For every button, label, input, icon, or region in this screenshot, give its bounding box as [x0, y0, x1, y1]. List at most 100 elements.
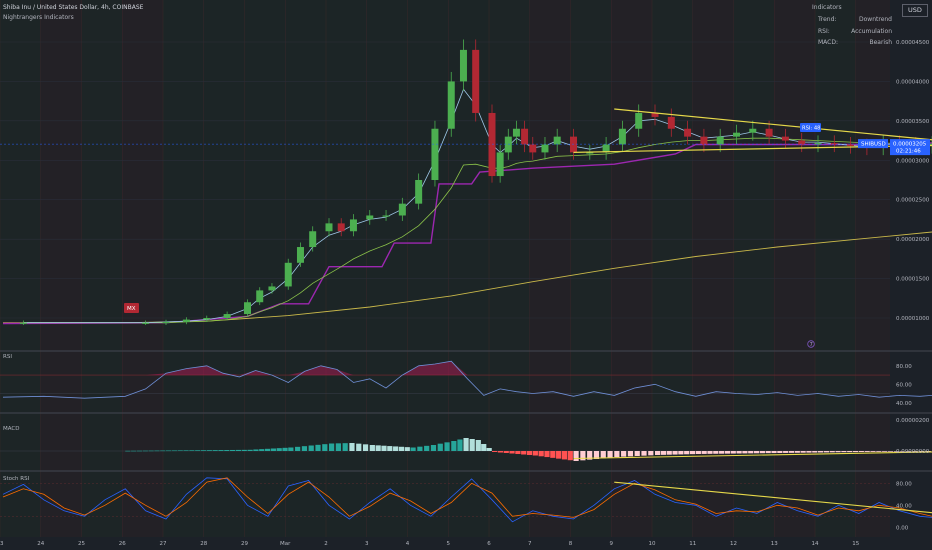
stoch-pane[interactable]: [0, 477, 932, 523]
event-marker-icon: [807, 340, 815, 348]
stoch-k-line: [2, 477, 932, 523]
macd-histogram-bar: [573, 451, 579, 461]
session-band: [366, 0, 408, 537]
macd-histogram-bar: [678, 451, 684, 455]
macd-histogram-bar: [142, 450, 148, 452]
candle-body: [268, 286, 276, 291]
stoch-tick-label: 0.00: [896, 525, 909, 531]
time-tick-label: 12: [730, 541, 737, 547]
price-tag-bg: [890, 139, 930, 156]
macd-histogram-bar: [315, 444, 321, 451]
macd-histogram-bar: [183, 450, 189, 451]
macd-histogram-bar: [526, 451, 533, 455]
price-tag-value: 0.00003205: [893, 142, 927, 148]
candle-body: [496, 152, 504, 177]
macd-histogram-bar: [212, 450, 218, 451]
macd-histogram-bar: [276, 448, 282, 451]
macd-histogram-bar: [759, 451, 765, 454]
macd-histogram-bar: [398, 446, 405, 451]
candle-body: [203, 318, 211, 320]
macd-histogram-bar: [713, 451, 719, 454]
currency-button[interactable]: USD: [902, 4, 928, 17]
price-tick-label: 0.00003500: [896, 119, 930, 125]
macd-histogram-bar: [666, 451, 672, 455]
macd-histogram-bar: [329, 443, 335, 451]
macd-histogram-bar: [893, 451, 899, 452]
candle-body: [504, 136, 512, 153]
macd-histogram-bar: [660, 451, 667, 455]
indicator-title[interactable]: Nightrangers Indicators: [3, 14, 74, 21]
macd-histogram-bar: [538, 451, 544, 457]
macd-histogram-bar: [387, 446, 393, 451]
macd-histogram-bar: [503, 451, 509, 453]
symbol-title[interactable]: Shiba Inu / United States Dollar, 4h, CO…: [3, 4, 144, 11]
macd-tick-label: 0.00000200: [896, 418, 930, 424]
candle-body: [296, 247, 304, 263]
macd-histogram-bar: [154, 450, 160, 452]
macd-histogram-bar: [177, 450, 183, 452]
macd-histogram-bar: [707, 451, 713, 454]
time-tick-label: 6: [487, 541, 491, 547]
candle-body: [602, 144, 610, 153]
overlay-labels: RSI MACD Stoch RSI MX RSI: 48 7: [3, 123, 821, 482]
trend-line-upper: [614, 108, 932, 141]
candle-body: [618, 128, 626, 145]
indicator-name: RSI:: [818, 27, 830, 35]
time-tick-label: 27: [160, 541, 167, 547]
time-axis[interactable]: 23242526272829Mar23456789101112131415: [0, 541, 860, 547]
macd-histogram-bar: [224, 450, 230, 451]
candle-body: [309, 231, 317, 248]
indicator-table-title: Indicators: [812, 4, 842, 11]
macd-histogram-bar: [771, 451, 777, 454]
candle-body: [553, 136, 561, 145]
price-pane[interactable]: [0, 39, 932, 325]
time-tick-label: 7: [528, 541, 532, 547]
macd-histogram-bar: [430, 445, 437, 451]
candle-body: [162, 321, 170, 324]
candle-body: [570, 136, 577, 153]
macd-histogram-bar: [742, 451, 748, 454]
macd-histogram-bar: [544, 451, 550, 458]
macd-histogram-bar: [730, 451, 736, 454]
macd-histogram-bar: [362, 444, 369, 451]
stoch-tick-label: 80.00: [896, 481, 912, 487]
candle-body: [488, 112, 496, 177]
macd-histogram-bar: [410, 447, 416, 451]
candle-body: [447, 81, 455, 129]
macd-histogram-bar: [812, 451, 818, 453]
macd-histogram-bar: [486, 448, 492, 451]
macd-histogram-bar: [160, 450, 166, 452]
macd-histogram-bar: [600, 451, 606, 459]
time-tick-label: 24: [37, 541, 44, 547]
macd-histogram-bar: [195, 450, 201, 451]
macd-histogram-bar: [806, 451, 812, 453]
mx-marker-bg: [124, 303, 139, 313]
macd-histogram-bar: [206, 450, 212, 451]
candle-body: [586, 152, 594, 154]
macd-histogram-bar: [556, 451, 562, 459]
macd-histogram-bar: [131, 450, 137, 452]
macd-histogram-bar: [800, 451, 806, 453]
indicator-value: Accumulation: [851, 27, 892, 35]
rsi-tick-label: 80.00: [896, 364, 912, 370]
macd-histogram-bar: [349, 443, 355, 451]
candle-body: [512, 128, 520, 137]
macd-pane[interactable]: [0, 438, 932, 461]
price-axis[interactable]: 0.00004500 0.00004000 0.00003500 0.00003000…: [858, 40, 930, 531]
candle-body: [749, 128, 757, 133]
macd-trend-line: [573, 451, 932, 460]
rsi-line: [2, 360, 932, 399]
time-tick-label: 14: [812, 541, 819, 547]
candle-body: [256, 290, 264, 303]
macd-histogram-bar: [912, 451, 918, 452]
time-axis-background: [0, 537, 932, 550]
rsi-pane[interactable]: [0, 360, 932, 399]
session-band: [203, 0, 245, 537]
macd-histogram-bar: [301, 446, 308, 451]
macd-histogram-bar: [171, 450, 178, 452]
session-band: [815, 0, 856, 537]
macd-pane-label: MACD: [3, 426, 20, 432]
time-tick-label: 28: [200, 541, 207, 547]
